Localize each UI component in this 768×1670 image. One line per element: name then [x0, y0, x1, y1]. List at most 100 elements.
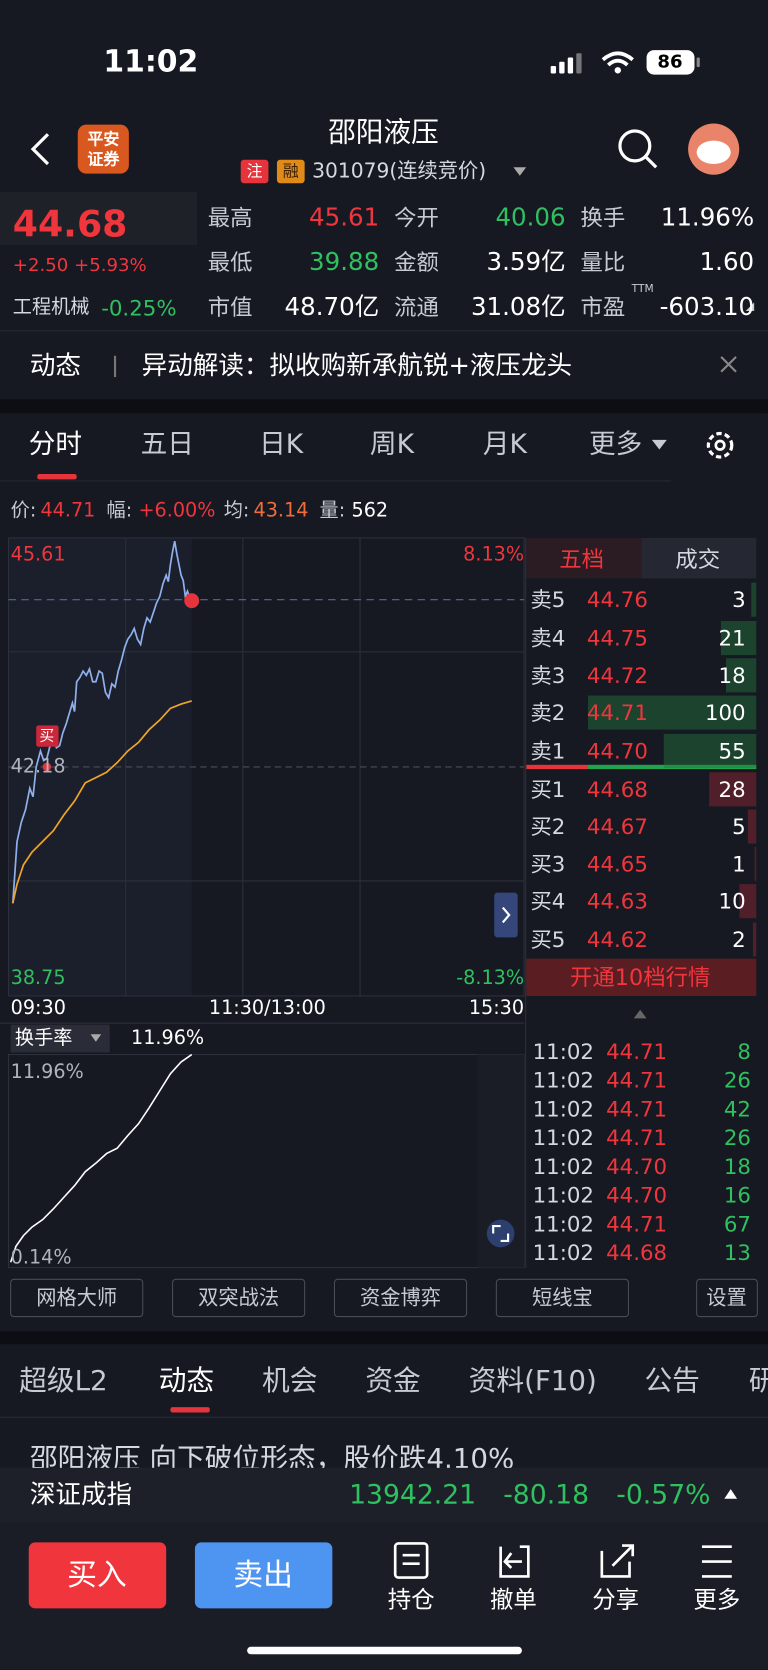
chart-tab[interactable]: 分时 — [28, 428, 83, 460]
indicator-value: 11.96% — [131, 1026, 205, 1050]
logo: 证券 — [87, 149, 120, 169]
index-percent: -0.57% — [616, 1479, 711, 1510]
volume-bar — [725, 658, 757, 693]
trade-volume: 67 — [723, 1211, 751, 1237]
action-button[interactable]: 持仓 — [387, 1587, 435, 1614]
stat-label: 换手 — [580, 205, 626, 231]
index-change: -80.18 — [503, 1479, 590, 1510]
book-price: 44.65 — [586, 851, 648, 877]
action-button[interactable]: 撤单 — [489, 1587, 537, 1614]
buy-button[interactable]: 买入 — [67, 1557, 127, 1593]
stat-value: 31.08亿 — [470, 293, 566, 322]
info-tab[interactable]: 资金 — [365, 1365, 421, 1398]
book-volume: 3 — [732, 586, 746, 613]
axis-label: 38.75 — [10, 967, 66, 990]
chart-tab[interactable]: 更多 — [589, 428, 643, 460]
tag: 融 — [282, 161, 299, 181]
volume-bar — [751, 582, 757, 617]
stat-label: 金额 — [394, 249, 439, 276]
trade-time: 11:02 — [532, 1239, 594, 1266]
buy-marker: 买 — [39, 727, 55, 745]
chart-tab[interactable]: 五日 — [140, 428, 194, 460]
book-price: 44.67 — [586, 813, 648, 840]
book-volume: 1 — [732, 851, 746, 877]
tool-button[interactable]: 双突战法 — [198, 1286, 280, 1310]
chart-tab[interactable]: 月K — [482, 428, 527, 460]
book-price: 44.76 — [586, 586, 648, 613]
book-volume: 10 — [718, 888, 746, 914]
chart-tab[interactable]: 日K — [259, 428, 304, 460]
chart-tab[interactable]: 周K — [369, 428, 415, 460]
time-label: 15:30 — [468, 997, 525, 1020]
book-volume: 5 — [732, 813, 746, 840]
action-button[interactable]: 更多 — [693, 1587, 741, 1614]
upgrade-button[interactable]: 开通10档行情 — [570, 964, 711, 991]
tool-button[interactable]: 短线宝 — [532, 1286, 593, 1310]
book-price: 44.62 — [586, 926, 648, 953]
stat-label: 最低 — [207, 249, 253, 276]
info-tab[interactable]: 动态 — [158, 1365, 215, 1398]
logo: 平安 — [87, 129, 120, 149]
info-tab[interactable]: 公告 — [644, 1365, 700, 1398]
action-button[interactable]: 分享 — [592, 1587, 640, 1614]
info-tab[interactable]: 机会 — [262, 1365, 318, 1398]
tool-button[interactable]: 设置 — [706, 1286, 747, 1310]
trade-volume: 42 — [723, 1096, 751, 1122]
trade-price: 44.70 — [606, 1182, 668, 1208]
axis-label: 11.96% — [10, 1060, 84, 1084]
book-tab[interactable]: 成交 — [675, 546, 721, 573]
info-label: 幅: — [106, 499, 133, 522]
volume-bar — [720, 621, 757, 656]
stat-label: 市盈 — [580, 294, 626, 321]
volume-bar — [747, 809, 757, 844]
volume-bar — [752, 922, 757, 957]
book-price: 44.68 — [586, 776, 648, 803]
book-label: 买5 — [530, 926, 566, 953]
trade-volume: 8 — [737, 1038, 751, 1065]
trade-price: 44.71 — [606, 1124, 668, 1151]
book-volume: 28 — [718, 776, 746, 803]
info-value: 44.71 — [40, 499, 96, 522]
stat-value: 48.70亿 — [284, 293, 380, 322]
book-tab[interactable]: 五档 — [559, 546, 604, 573]
stat-value: 11.96% — [660, 203, 755, 232]
stat-label: 市值 — [207, 294, 253, 321]
axis-label: 0.14% — [10, 1246, 72, 1269]
stat-label: 最高 — [207, 205, 253, 231]
axis-label: 42.18 — [10, 755, 66, 778]
info-tab[interactable]: 超级L2 — [19, 1365, 108, 1398]
volume-bar — [587, 695, 757, 730]
stat-label: 量比 — [580, 249, 626, 276]
volume-bar — [754, 846, 757, 881]
trade-volume: 26 — [723, 1124, 751, 1151]
book-label: 卖2 — [530, 699, 566, 726]
book-label: 卖3 — [530, 662, 566, 689]
trade-price: 44.71 — [606, 1211, 668, 1237]
info-tab[interactable]: 资料(F10) — [468, 1365, 597, 1398]
trade-time: 11:02 — [532, 1211, 594, 1237]
sell-button[interactable]: 卖出 — [233, 1557, 293, 1593]
axis-label: 45.61 — [10, 543, 66, 566]
book-price: 44.75 — [586, 625, 648, 651]
info-tab[interactable]: 研 — [749, 1368, 768, 1396]
time-label: 09:30 — [10, 997, 66, 1020]
book-price: 44.70 — [586, 738, 648, 764]
tool-button[interactable]: 资金博弈 — [360, 1286, 441, 1310]
book-price: 44.71 — [586, 699, 648, 726]
volume-bar — [709, 772, 757, 807]
indicator-select[interactable]: 换手率 — [14, 1026, 73, 1050]
index-bar[interactable] — [0, 1467, 768, 1524]
stock-code[interactable]: 301079(连续竞价) — [312, 159, 487, 183]
news-tag: 动态 — [29, 350, 81, 381]
book-label: 买4 — [530, 888, 566, 914]
volume-bar — [663, 733, 757, 768]
info-value: 562 — [351, 499, 389, 522]
news-text[interactable]: 异动解读：拟收购新承航锐+液压龙头 — [141, 350, 573, 381]
book-label: 卖1 — [530, 738, 566, 764]
trade-time: 11:02 — [532, 1182, 594, 1208]
axis-label: -8.13% — [456, 967, 525, 990]
trade-time: 11:02 — [532, 1124, 594, 1151]
tool-button[interactable]: 网格大师 — [36, 1286, 118, 1310]
book-volume: 18 — [718, 662, 746, 689]
